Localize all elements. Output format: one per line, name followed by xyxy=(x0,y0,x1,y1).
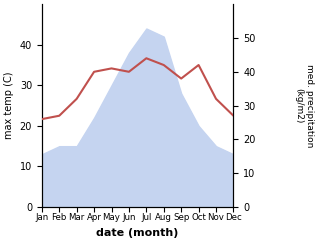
Y-axis label: max temp (C): max temp (C) xyxy=(4,72,14,139)
X-axis label: date (month): date (month) xyxy=(96,228,179,238)
Y-axis label: med. precipitation
(kg/m2): med. precipitation (kg/m2) xyxy=(294,64,314,147)
